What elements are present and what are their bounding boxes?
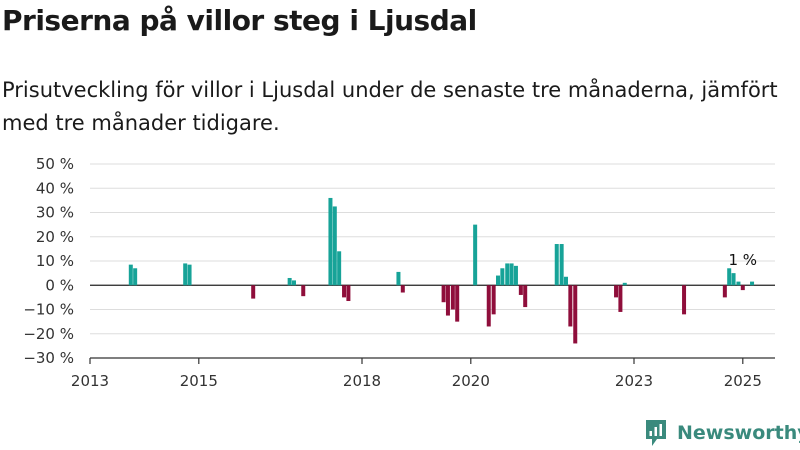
bar: [682, 285, 687, 315]
bar-chart: −30 % −20 % −10 % 0 % 10 % 20 % 30 % 40 % 50 % 20…: [23, 155, 775, 390]
bar: [450, 285, 455, 310]
newsworthy-logo-icon: [646, 420, 666, 446]
x-tick-label: 2015: [180, 372, 218, 390]
bar: [559, 244, 564, 286]
chart-subtitle: Prisutveckling för villor i Ljusdal unde…: [2, 78, 778, 135]
bar: [509, 263, 514, 286]
bar: [346, 285, 351, 302]
bar: [496, 275, 500, 286]
bar: [133, 268, 138, 286]
bar: [722, 285, 727, 298]
bar: [573, 285, 578, 344]
y-tick-label: −10 %: [23, 301, 74, 319]
x-tick-label: 2023: [615, 372, 653, 390]
bars: [128, 197, 755, 344]
bar: [396, 271, 401, 286]
newsworthy-brand: Newsworthy: [644, 418, 800, 448]
bar: [500, 268, 505, 286]
bar: [287, 277, 292, 286]
y-tick-label: 30 %: [36, 204, 74, 222]
bar: [473, 224, 478, 286]
bar: [400, 285, 405, 293]
y-tick-label: 0 %: [45, 276, 74, 294]
bar: [564, 276, 568, 286]
bar: [622, 282, 627, 286]
y-tick-label: 40 %: [36, 179, 74, 197]
bar: [128, 264, 133, 286]
x-tick-label: 2018: [343, 372, 381, 390]
bar: [328, 197, 333, 286]
bar: [187, 264, 192, 286]
x-tick-label: 2025: [724, 372, 762, 390]
bar: [491, 285, 496, 315]
bar: [292, 280, 296, 286]
x-tick-label: 2013: [71, 372, 109, 390]
bar: [518, 285, 523, 295]
bar: [486, 285, 491, 327]
brand-name: Newsworthy: [677, 422, 800, 444]
bar: [505, 263, 510, 286]
bar: [731, 273, 736, 286]
bar: [301, 285, 306, 297]
bar: [523, 285, 528, 308]
gridlines: [90, 163, 775, 335]
bar: [441, 285, 446, 303]
bar: [740, 285, 745, 291]
x-tick-label: 2020: [452, 372, 490, 390]
bar: [337, 251, 342, 286]
bar: [736, 281, 741, 286]
bar: [568, 285, 573, 327]
axes: [89, 357, 775, 364]
bar: [332, 206, 337, 286]
labels: −30 % −20 % −10 % 0 % 10 % 20 % 30 % 40 % 50 % 20…: [23, 155, 762, 390]
y-tick-label: −30 %: [23, 349, 74, 367]
bar: [183, 263, 188, 286]
bar: [513, 265, 518, 286]
bar: [750, 281, 755, 286]
y-tick-label: 50 %: [36, 155, 74, 173]
bar: [342, 285, 347, 298]
latest-value-label: 1 %: [729, 251, 758, 269]
bar: [251, 285, 256, 299]
bar: [554, 244, 559, 286]
y-tick-label: 20 %: [36, 228, 74, 246]
bar: [455, 285, 460, 322]
bar: [614, 285, 619, 298]
y-tick-label: 10 %: [36, 252, 74, 270]
bar: [727, 268, 732, 286]
bar: [445, 285, 450, 316]
y-tick-label: −20 %: [23, 325, 74, 343]
chart-title: Priserna på villor steg i Ljusdal: [2, 4, 477, 37]
bar: [618, 285, 623, 312]
